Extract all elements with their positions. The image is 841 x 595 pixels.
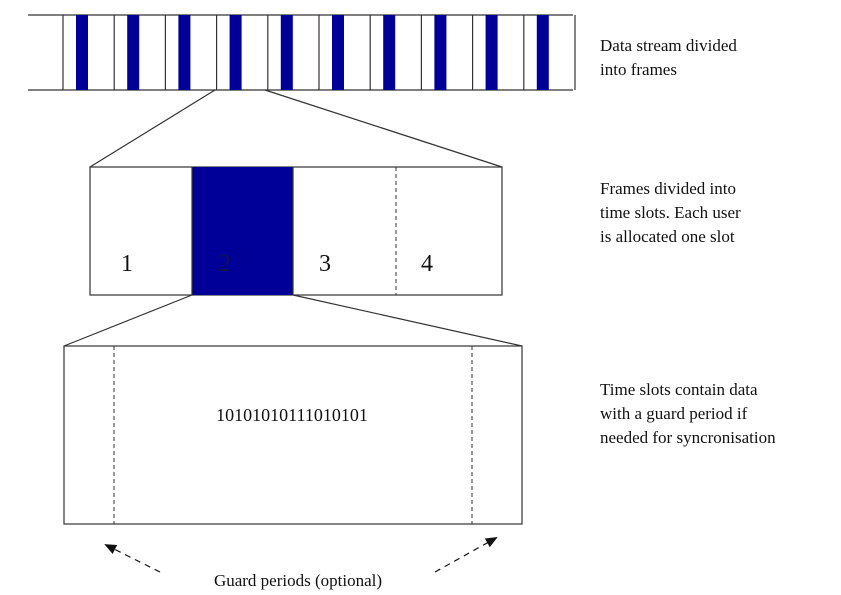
- stream-frame-bar: [280, 15, 293, 90]
- guard-arrow-left: [104, 544, 161, 573]
- time-slot-detail: 10101010111010101: [63, 345, 523, 525]
- guard-arrow-right: [434, 537, 498, 573]
- stream-frame-bar: [485, 15, 498, 90]
- frame-description: Frames divided into time slots. Each use…: [600, 177, 741, 249]
- zoom-line-right: [264, 89, 503, 168]
- stream-description-line: into frames: [600, 60, 677, 79]
- slot-zoom-line-right: [292, 294, 523, 347]
- zoom-lines-frame: [89, 89, 503, 168]
- guard-annotation: Guard periods (optional): [104, 537, 498, 590]
- slot-label-4: 4: [421, 251, 433, 277]
- slot-label-1: 1: [121, 251, 133, 277]
- stream-frame-bar: [536, 15, 549, 90]
- zoom-line-left: [89, 89, 216, 168]
- frame-description-line: Frames divided into: [600, 179, 736, 198]
- zoom-lines-slot: [63, 294, 523, 347]
- slot-description-line: Time slots contain data: [600, 380, 758, 399]
- frame-description-line: time slots. Each user: [600, 203, 741, 222]
- slot-label-2: 2: [219, 251, 231, 277]
- slot-description: Time slots contain data with a guard per…: [600, 378, 776, 450]
- stream-frame-bar: [76, 15, 88, 90]
- stream-frame-bar: [434, 15, 447, 90]
- slot-highlight: [192, 167, 293, 295]
- frame-box: [89, 166, 503, 296]
- stream-frame-bar: [178, 15, 191, 90]
- slot-description-line: needed for syncronisation: [600, 428, 776, 447]
- slot-box: [63, 345, 523, 525]
- slot-zoom-line-left: [63, 294, 193, 347]
- guard-label: Guard periods (optional): [214, 571, 382, 590]
- slot-bits: 10101010111010101: [216, 405, 368, 425]
- stream-frame-bar: [229, 15, 242, 90]
- slot-description-line: with a guard period if: [600, 404, 748, 423]
- stream-description-line: Data stream divided: [600, 36, 737, 55]
- data-stream: [28, 14, 576, 91]
- slot-label-3: 3: [319, 251, 331, 277]
- stream-frame-bar: [383, 15, 396, 90]
- stream-description: Data stream divided into frames: [600, 34, 737, 82]
- stream-frames: [62, 15, 576, 90]
- frame: 1 2 3 4: [89, 166, 503, 296]
- stream-frame-bar: [127, 15, 140, 90]
- frame-description-line: is allocated one slot: [600, 227, 735, 246]
- stream-frame-bar: [332, 15, 344, 90]
